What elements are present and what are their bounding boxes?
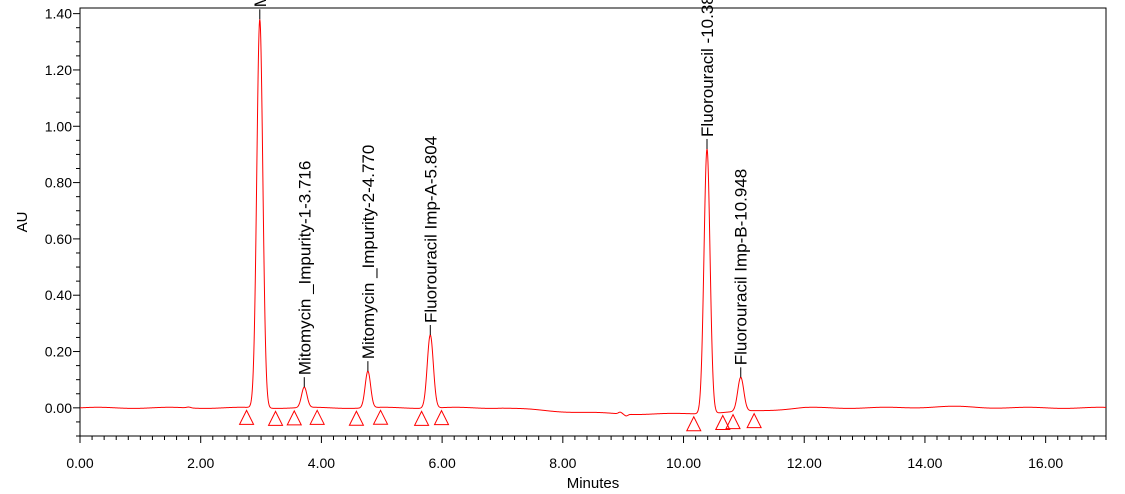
y-tick-label: 0.20 [45, 344, 72, 360]
integration-marker [685, 415, 702, 432]
integration-markers [238, 409, 762, 432]
peak-label: Fluorouracil Imp-B-10.948 [732, 169, 751, 366]
x-tick-label: 14.00 [907, 455, 942, 471]
y-tick-labels: 0.00 0.20 0.40 0.60 0.80 1.00 1.20 1.40 [45, 6, 72, 416]
y-tick-label: 1.20 [45, 62, 72, 78]
integration-marker [267, 410, 284, 426]
integration-marker [725, 413, 741, 430]
integration-marker [372, 409, 389, 425]
x-axis-title: Minutes [567, 475, 620, 492]
x-tick-label: 12.00 [787, 455, 822, 471]
integration-marker [746, 412, 762, 429]
x-tick-label: 2.00 [187, 455, 214, 471]
x-tick-label: 16.00 [1028, 455, 1063, 471]
integration-marker [348, 410, 365, 426]
integration-marker [238, 409, 255, 425]
y-axis-title: AU [14, 212, 31, 233]
y-tick-label: 0.80 [45, 175, 72, 191]
integration-marker [433, 409, 450, 426]
y-tick-label: 1.00 [45, 118, 72, 134]
peak-label: Fluorouracil Imp-A-5.804 [421, 136, 440, 323]
plot-frame [79, 7, 1107, 437]
x-tick-label: 6.00 [428, 455, 455, 471]
y-tick-label: 0.00 [45, 400, 72, 416]
peak-label: Mitomycin _Impurity-2-4.770 [359, 145, 378, 359]
x-tick-label: 8.00 [549, 455, 576, 471]
x-tick-label: 0.00 [66, 455, 93, 471]
integration-marker [286, 409, 303, 426]
y-tick-label: 1.40 [45, 6, 72, 22]
integration-marker [413, 410, 430, 426]
peak-label: Fluorouracil -10.389 [698, 0, 717, 137]
x-tick-label: 4.00 [308, 455, 335, 471]
y-tick-label: 0.40 [45, 287, 72, 303]
x-tick-labels: 0.00 2.00 4.00 6.00 8.00 10.00 12.00 14.00 16.00 [66, 455, 1063, 471]
peak-label: Mitomycin _Impurity-1-3.716 [295, 161, 314, 375]
integration-marker [714, 414, 731, 431]
y-tick-label: 0.60 [45, 231, 72, 247]
chromatogram-trace [79, 19, 1107, 417]
peak-labels: Mitomycin-2.979 Mitomycin _Impurity-1-3.7… [251, 0, 751, 388]
integration-marker [309, 409, 325, 425]
x-tick-label: 10.00 [666, 455, 701, 471]
peak-label: Mitomycin-2.979 [251, 0, 270, 7]
axis-ticks [73, 13, 1107, 443]
